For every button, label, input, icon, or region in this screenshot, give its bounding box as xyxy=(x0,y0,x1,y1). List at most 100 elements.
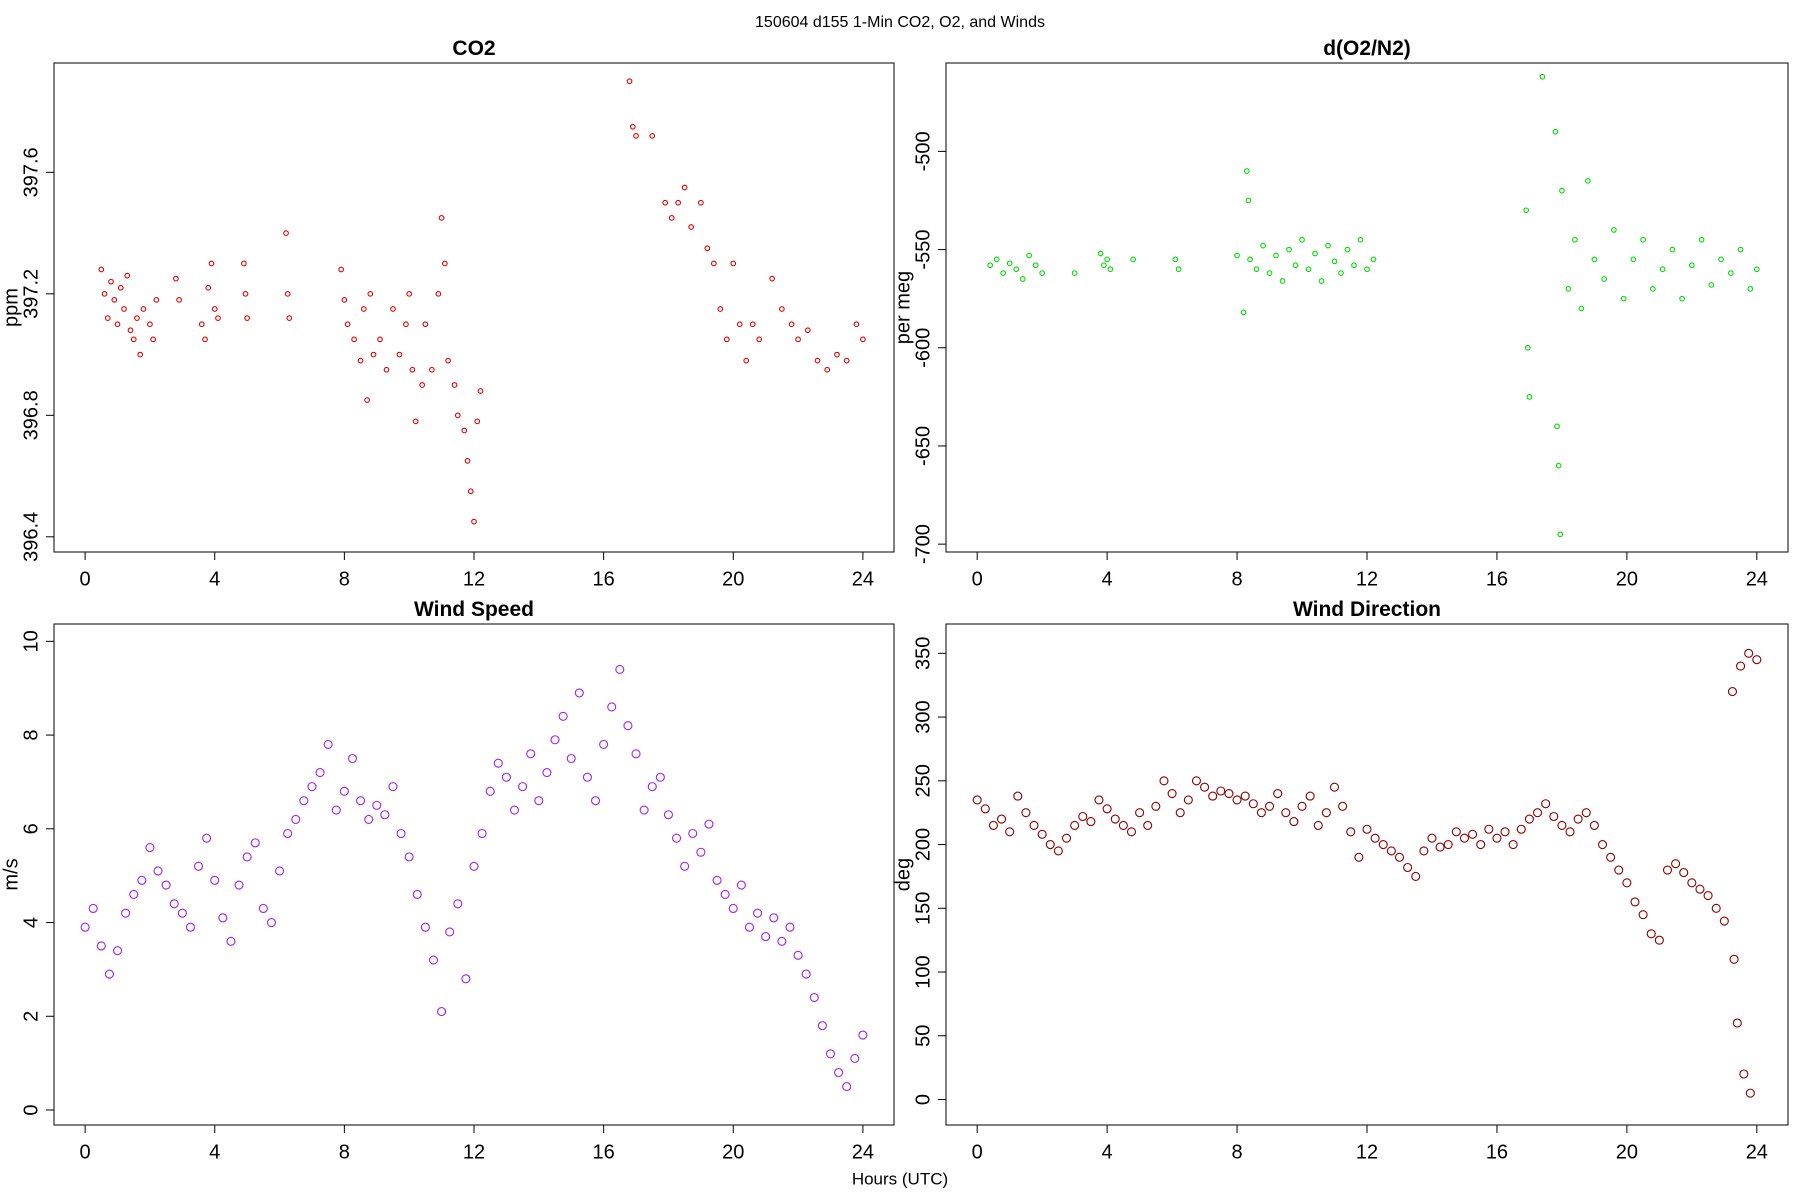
y-tick-label: 200 xyxy=(912,828,934,861)
data-point xyxy=(396,351,403,358)
data-point xyxy=(1451,827,1461,837)
data-point xyxy=(380,810,390,820)
data-point xyxy=(842,1082,852,1092)
data-point xyxy=(1346,827,1356,837)
data-point xyxy=(1630,897,1640,907)
x-tick-label: 0 xyxy=(80,568,91,590)
data-point xyxy=(1630,256,1637,263)
data-point xyxy=(242,852,252,862)
data-point xyxy=(147,321,153,328)
data-point xyxy=(526,749,536,759)
data-point xyxy=(1476,839,1486,850)
data-point xyxy=(1695,884,1705,894)
data-point xyxy=(111,297,118,303)
data-point xyxy=(412,418,419,425)
data-point xyxy=(649,133,656,139)
data-point xyxy=(153,866,163,876)
data-point xyxy=(104,315,111,321)
y-tick-label: -600 xyxy=(912,328,934,368)
data-point xyxy=(356,796,366,806)
data-point xyxy=(104,969,114,979)
y-axis-label: m/s xyxy=(0,858,22,890)
data-point xyxy=(202,833,212,843)
data-point xyxy=(493,758,503,768)
data-point xyxy=(140,306,147,312)
data-point xyxy=(474,418,481,425)
data-point xyxy=(1299,236,1305,243)
x-tick-label: 16 xyxy=(593,568,615,590)
data-point xyxy=(1687,878,1697,888)
data-point xyxy=(1172,256,1179,263)
data-point xyxy=(1224,788,1234,799)
data-point xyxy=(198,321,205,328)
data-point xyxy=(590,796,601,806)
data-point xyxy=(662,199,669,206)
data-point xyxy=(987,262,994,269)
data-point xyxy=(1331,258,1338,265)
panel-title: d(O2/N2) xyxy=(1323,37,1411,60)
data-point xyxy=(1240,309,1247,316)
data-point xyxy=(1669,246,1676,253)
data-point xyxy=(1135,808,1145,818)
data-point xyxy=(779,306,785,312)
data-point xyxy=(338,266,344,273)
data-point xyxy=(331,805,341,815)
data-point xyxy=(1620,295,1627,302)
data-point xyxy=(1253,266,1260,273)
y-tick-label: -650 xyxy=(912,426,934,466)
data-point xyxy=(704,819,714,829)
data-point xyxy=(1021,808,1031,818)
y-tick-label: 2 xyxy=(20,1011,42,1022)
data-point xyxy=(1752,655,1762,665)
y-tick-label: 396.8 xyxy=(20,390,42,440)
data-point xyxy=(134,315,140,321)
data-point xyxy=(1053,846,1063,856)
data-point xyxy=(422,321,429,328)
data-point xyxy=(1037,829,1047,839)
plot-frame xyxy=(53,62,895,553)
data-point xyxy=(804,327,811,334)
data-point xyxy=(1727,270,1734,276)
x-tick-label: 4 xyxy=(1102,1141,1113,1163)
data-point xyxy=(993,256,1000,263)
data-point xyxy=(743,357,750,364)
data-point xyxy=(1183,795,1193,805)
data-point xyxy=(1297,801,1307,811)
data-point xyxy=(1654,935,1664,945)
data-point xyxy=(1338,270,1344,276)
data-point xyxy=(1557,820,1567,830)
data-point xyxy=(1729,954,1739,964)
data-point xyxy=(461,974,471,984)
data-point xyxy=(205,284,212,291)
data-point xyxy=(668,215,675,221)
data-point xyxy=(283,828,293,839)
data-point xyxy=(1357,236,1364,243)
data-point xyxy=(1539,73,1546,80)
data-point xyxy=(1061,833,1072,843)
data-point xyxy=(406,290,413,297)
data-point xyxy=(761,932,771,942)
data-point xyxy=(1094,795,1104,805)
data-point xyxy=(1679,868,1689,878)
data-point xyxy=(1459,833,1470,843)
data-point xyxy=(177,908,187,918)
x-tick-label: 24 xyxy=(1746,568,1768,590)
data-point xyxy=(370,351,377,358)
y-tick-label: -700 xyxy=(912,524,934,564)
y-tick-label: 397.2 xyxy=(20,269,42,319)
data-point xyxy=(1747,285,1754,292)
data-point xyxy=(1279,278,1286,284)
data-point xyxy=(1526,394,1533,400)
y-axis-label: per meg xyxy=(892,271,914,344)
data-point xyxy=(420,922,430,932)
data-point xyxy=(341,297,348,303)
x-tick-label: 8 xyxy=(1231,568,1242,590)
data-point xyxy=(1143,820,1153,830)
data-point xyxy=(403,321,409,328)
data-point xyxy=(1727,687,1738,697)
data-point xyxy=(723,336,730,343)
data-point xyxy=(850,1053,860,1063)
data-point xyxy=(1097,250,1104,257)
data-point xyxy=(96,941,106,951)
data-point xyxy=(1565,285,1572,292)
